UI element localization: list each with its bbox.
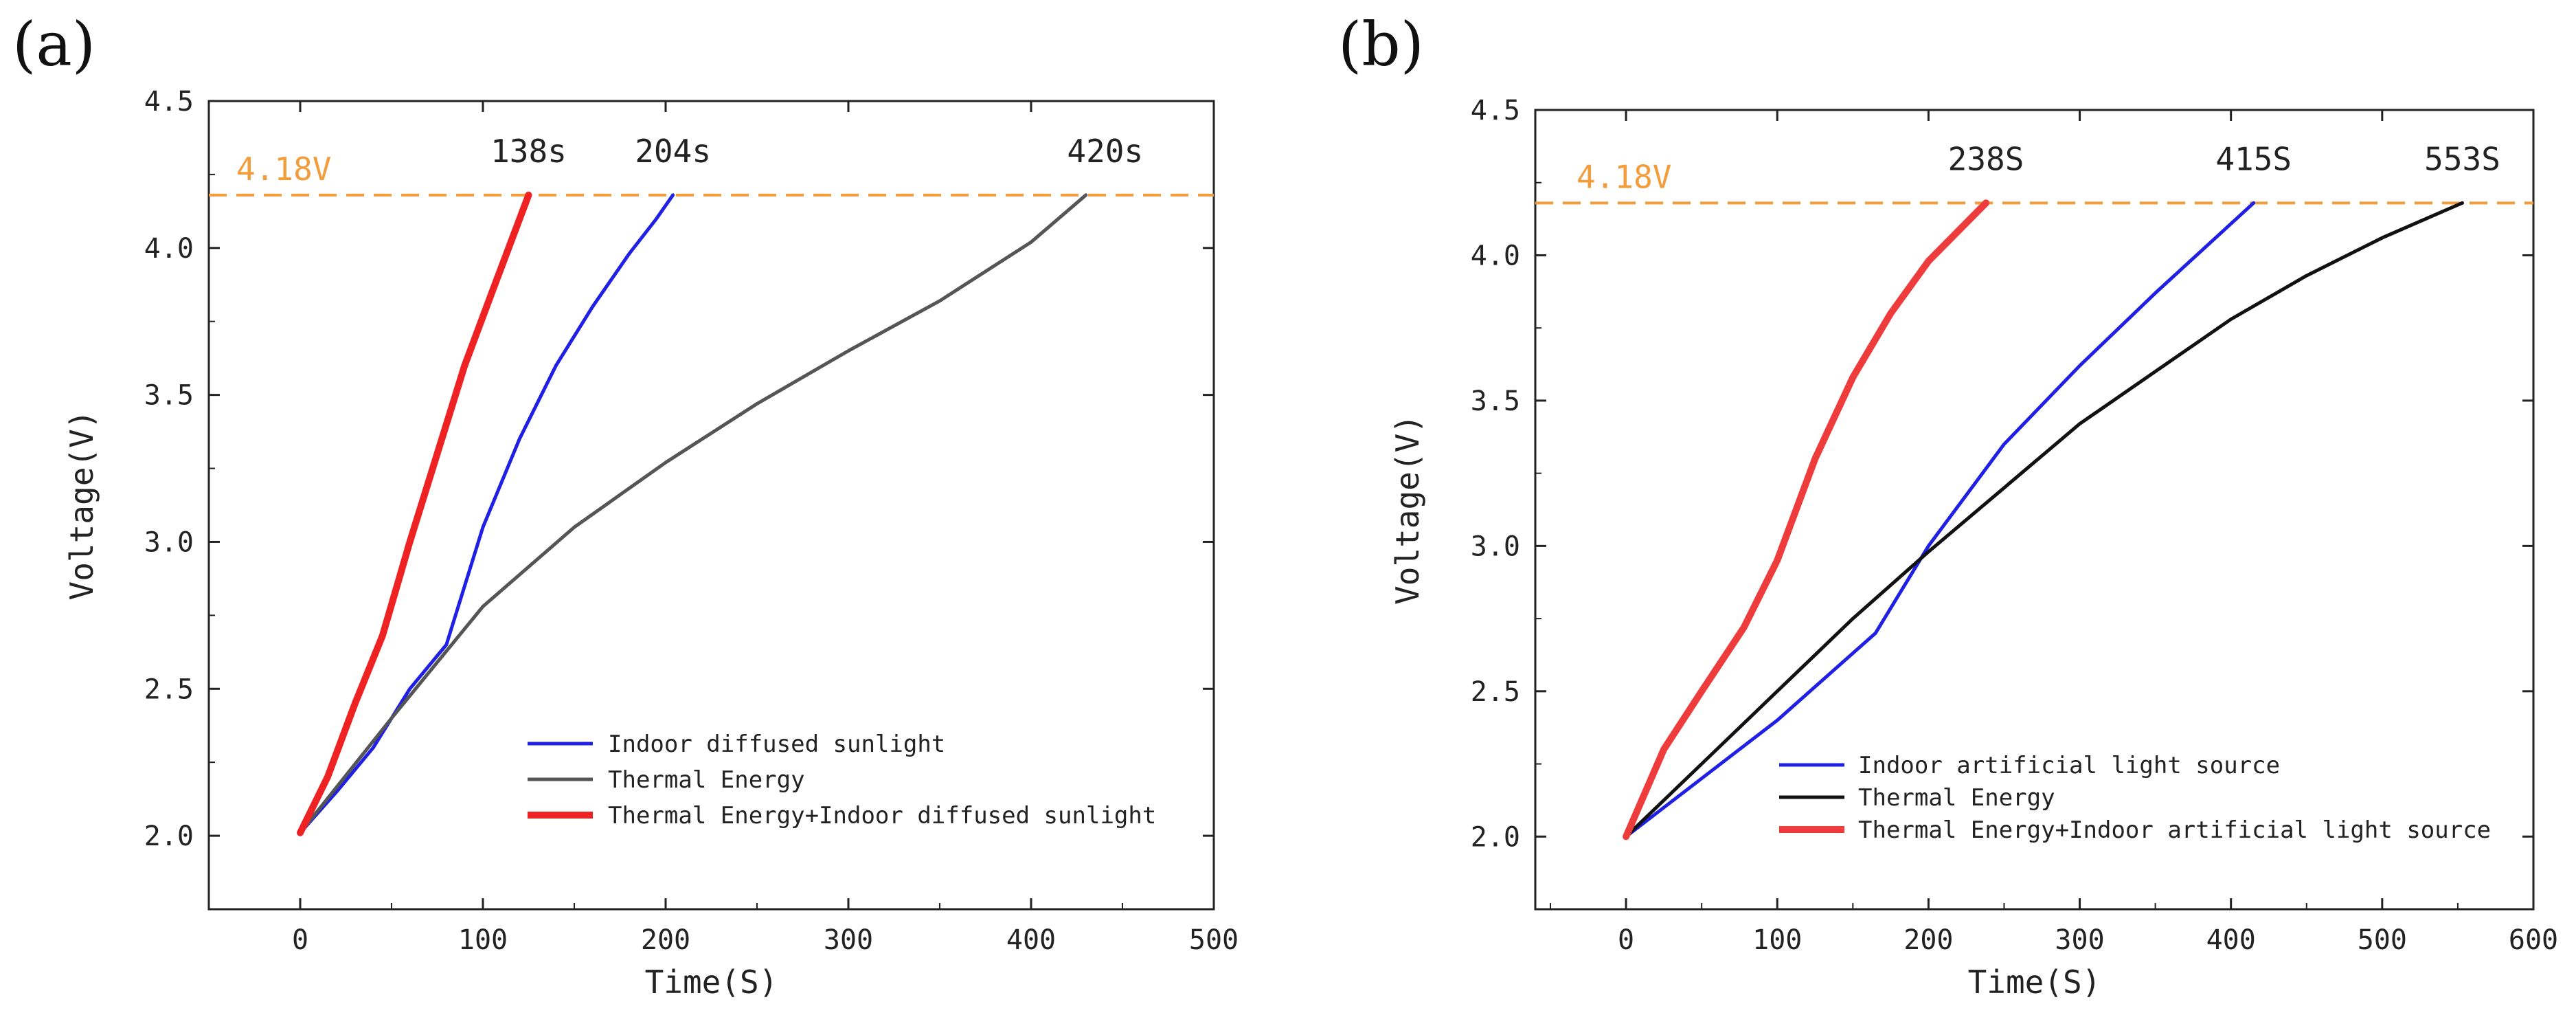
y-tick-label: 4.0	[144, 233, 194, 265]
y-tick-label: 4.5	[1471, 95, 1520, 126]
x-tick-label: 0	[292, 924, 308, 956]
y-tick-label: 2.0	[144, 821, 194, 852]
y-tick-label: 2.5	[1471, 676, 1520, 708]
x-tick-label: 600	[2509, 924, 2558, 956]
series-end-label: 420s	[1067, 133, 1143, 170]
y-tick-label: 4.5	[144, 86, 194, 118]
x-tick-label: 500	[2358, 924, 2407, 956]
x-tick-label: 100	[458, 924, 508, 956]
legend-entry: Thermal Energy+Indoor artificial light s…	[1858, 816, 2491, 844]
legend-entry: Indoor artificial light source	[1858, 752, 2280, 779]
legend-entry: Thermal Energy	[608, 766, 805, 794]
series-end-label: 138s	[490, 133, 567, 170]
series-line	[298, 193, 1088, 835]
series-line	[297, 191, 532, 836]
series-line	[1624, 201, 2256, 838]
y-tick-label: 3.0	[144, 526, 194, 558]
y-tick-label: 2.5	[144, 674, 194, 705]
panel-label: (a)	[12, 9, 95, 80]
y-axis-title: Voltage(V)	[1389, 414, 1426, 605]
reference-line-label: 4.18V	[236, 151, 331, 188]
series-end-label: 238S	[1948, 140, 2024, 177]
plot-frame	[1534, 109, 2535, 911]
y-axis-title: Voltage(V)	[63, 410, 100, 601]
x-tick-label: 200	[1903, 924, 1953, 956]
series-line	[1623, 199, 1990, 841]
x-tick-label: 400	[1006, 924, 1056, 956]
x-tick-label: 100	[1752, 924, 1802, 956]
x-tick-label: 300	[824, 924, 873, 956]
series-end-label: 204s	[635, 133, 711, 170]
x-axis-title: Time(S)	[1968, 964, 2101, 1001]
x-tick-label: 500	[1189, 924, 1239, 956]
y-tick-label: 4.0	[1471, 240, 1520, 271]
x-tick-label: 300	[2055, 924, 2104, 956]
x-axis-title: Time(S)	[645, 964, 778, 1001]
y-tick-label: 2.0	[1471, 821, 1520, 853]
panel-a: (a) 0 100 200 300 400 500 2.0 2.5 3.0 3.5 4.0 4.5 Tim…	[12, 9, 1239, 1001]
legend-entry: Indoor diffused sunlight	[608, 731, 945, 758]
plot-frame	[207, 100, 1215, 911]
legend-entry: Thermal Energy+Indoor diffused sunlight	[608, 802, 1156, 830]
x-tick-label: 400	[2206, 924, 2256, 956]
y-tick-label: 3.5	[144, 380, 194, 412]
x-tick-label: 0	[1618, 924, 1634, 956]
panel-label: (b)	[1338, 9, 1424, 80]
series-line	[298, 193, 675, 835]
y-tick-label: 3.0	[1471, 531, 1520, 562]
x-tick-label: 200	[641, 924, 690, 956]
series-end-label: 553S	[2424, 140, 2500, 177]
legend-entry: Thermal Energy	[1858, 784, 2055, 812]
series-line	[1624, 201, 2464, 838]
reference-line-label: 4.18V	[1577, 158, 1671, 195]
y-tick-label: 3.5	[1471, 386, 1520, 417]
series-end-label: 415S	[2215, 140, 2292, 177]
panel-b: (b) 0 100 200 300 400 500 600 2.0 2.5 3.0 3.5 4.0 4.5…	[1338, 9, 2558, 1001]
